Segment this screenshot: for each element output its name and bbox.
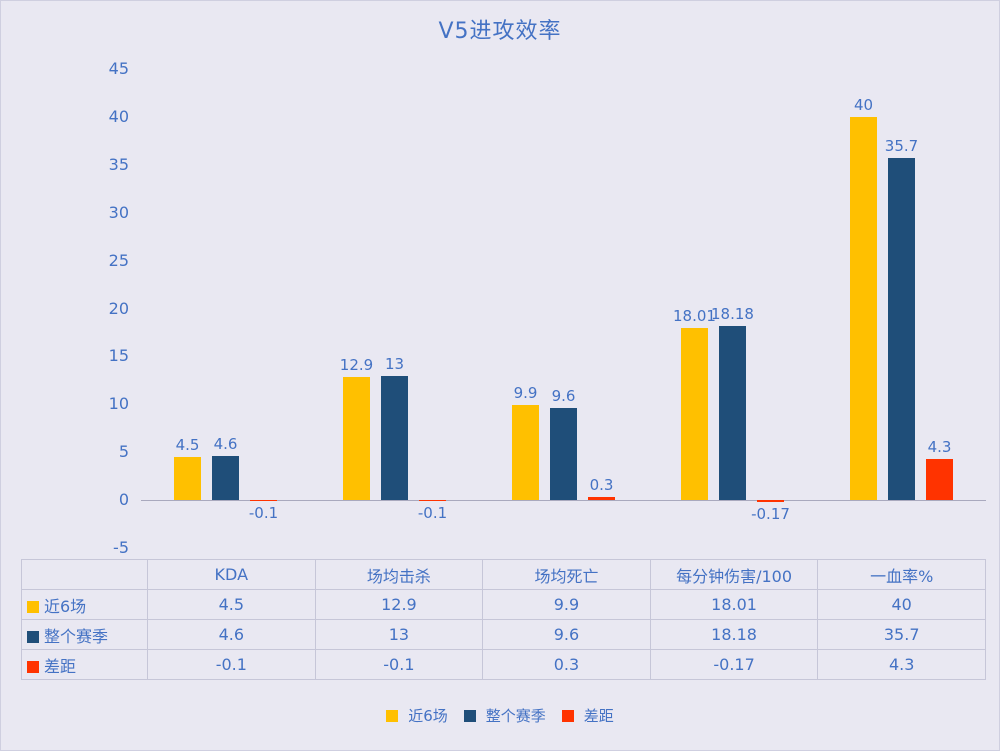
data-table: KDA 场均击杀 场均死亡 每分钟伤害/100 一血率% 近6场 4.5 12.9 9.9 18.… [21,559,986,680]
y-axis-tick-label: 45 [108,59,129,78]
y-axis-tick-label: 0 [118,490,129,510]
bar-value-label: 40 [853,95,874,114]
table-cell: 4.6 [147,619,316,650]
bar-value-label: 0.3 [589,476,614,495]
series-swatch-icon [27,600,39,613]
bar-series-1 [681,327,708,501]
table-header-cell: 每分钟伤害/100 [649,559,819,590]
legend-label: 近6场 [408,707,448,725]
bar-value-label: 9.9 [513,384,538,403]
y-axis-tick-label: 25 [108,250,129,270]
table-header-cell: KDA [147,559,316,590]
table-cell: -0.1 [314,649,484,680]
table-cell: -0.1 [147,649,316,680]
bar-value-label: -0.1 [248,504,279,523]
legend: 近6场 整个赛季 差距 [1,705,999,726]
bar-series-3 [757,500,784,502]
table-cell: 35.7 [817,619,986,650]
bar-value-label: 18.01 [673,306,716,325]
bar-value-label: 4.3 [927,437,952,456]
y-axis-tick-label: 30 [108,202,129,222]
legend-swatch-icon [463,709,476,722]
table-cell: 12.9 [314,589,484,620]
y-axis-tick-label: 10 [108,394,129,414]
bar-series-2 [719,325,746,501]
bar-series-2 [212,456,239,501]
y-axis-tick-label: 15 [108,346,129,366]
bar-series-3 [926,458,953,501]
table-cell: 9.6 [482,619,651,650]
table-row: 整个赛季 4.6 13 9.6 18.18 35.7 [21,619,986,650]
legend-item: 近6场 [386,705,448,726]
bar-series-1 [174,456,201,501]
series-swatch-icon [27,660,39,673]
bar-series-1 [343,376,370,501]
bar-series-3 [419,500,446,502]
table-cell: 4.5 [147,589,316,620]
bar-value-label: 13 [384,354,405,373]
table-header-cell: 场均死亡 [482,559,651,590]
bar-series-3 [250,500,277,502]
series-swatch-icon [27,630,39,643]
y-axis-tick-label: -5 [113,538,129,557]
table-row: 差距 -0.1 -0.1 0.3 -0.17 4.3 [21,649,986,680]
x-axis-line [141,500,986,502]
table-header-cell: 场均击杀 [314,559,484,590]
bar-value-label: 35.7 [884,137,919,156]
bar-value-label: 18.18 [711,304,754,323]
y-axis-tick-label: 35 [108,154,129,174]
table-row-label: 整个赛季 [21,619,148,650]
legend-swatch-icon [386,709,399,722]
table-cell: -0.17 [649,649,819,680]
table-cell: 40 [817,589,986,620]
table-cell: 9.9 [482,589,651,620]
bar-series-2 [381,375,408,501]
table-cell: 0.3 [482,649,651,680]
bar-series-1 [512,405,539,501]
table-row-label: 差距 [21,649,148,680]
bar-series-3 [588,497,615,501]
table-cell: 4.3 [817,649,986,680]
chart-title: V5进攻效率 [438,19,562,44]
table-row-label: 近6场 [21,589,148,620]
bar-value-label: 4.5 [175,435,200,454]
bar-series-1 [850,116,877,501]
table-header-row: KDA 场均击杀 场均死亡 每分钟伤害/100 一血率% [21,559,986,590]
bar-series-2 [888,158,915,501]
table-cell: 18.01 [649,589,819,620]
table-cell: 18.18 [649,619,819,650]
table-corner-cell [21,559,148,590]
table-row: 近6场 4.5 12.9 9.9 18.01 40 [21,589,986,620]
table-cell: 13 [314,619,484,650]
bar-value-label: -0.1 [417,504,448,523]
legend-item: 整个赛季 [463,705,546,726]
table-header-cell: 一血率% [817,559,986,590]
bar-value-label: 9.6 [551,387,576,406]
legend-label: 整个赛季 [485,707,546,725]
bar-value-label: 4.6 [213,435,238,454]
y-axis-tick-label: 40 [108,106,129,126]
y-axis-tick-label: 5 [118,442,129,462]
legend-swatch-icon [561,709,574,722]
y-axis-tick-label: 20 [108,298,129,318]
legend-label: 差距 [583,707,614,725]
legend-item: 差距 [561,705,614,726]
bar-value-label: -0.17 [751,504,790,523]
bar-series-2 [550,408,577,501]
bar-value-label: 12.9 [339,355,374,374]
